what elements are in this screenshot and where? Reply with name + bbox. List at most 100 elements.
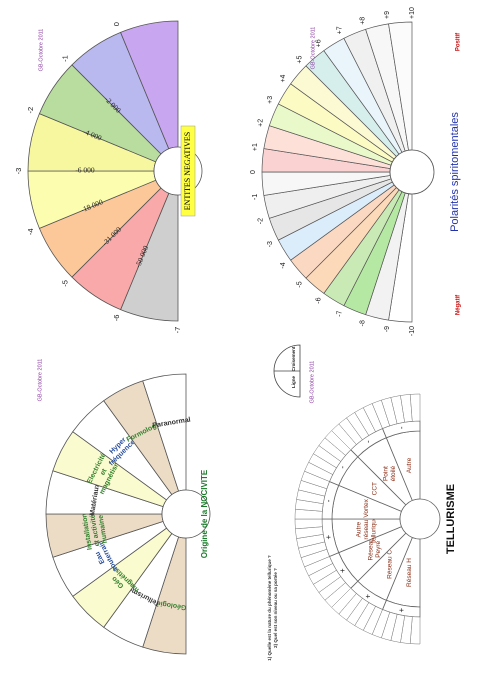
tellurisme-tick-cell: [300, 470, 330, 490]
entites-scale-label: -3: [14, 168, 23, 175]
tellurisme-tick-cell: [381, 611, 398, 641]
entites-credit: GB-Octobre 2011: [38, 29, 44, 72]
polarites-scale-label: -7: [337, 310, 344, 316]
polarites-scale-label: +2: [258, 119, 265, 127]
polarites-scale-label: +1: [252, 143, 259, 151]
polarites-scale-label: +3: [267, 96, 274, 104]
polarites-scale-label: +7: [337, 26, 344, 34]
tellurisme-question-2: 2) Quel est son niveau ou sa portée ?: [273, 568, 278, 648]
polarites-scale-label: 0: [250, 170, 257, 174]
tellurisme-sector: Autre -: [381, 420, 421, 502]
tellurisme-title: TELLURISME: [445, 484, 457, 554]
tellurisme-tick-cell: [362, 403, 383, 433]
tellurisme-sector-label-line: Autre: [406, 457, 413, 473]
panel-tellurisme: Réseau H+Réseau C+Réseau Peyré+Autre résea…: [267, 344, 457, 661]
tellurisme-sector-label-line: CCT: [371, 482, 378, 495]
tellurisme-tick-cell: [304, 461, 334, 482]
polarites-scale-label: -4: [280, 262, 287, 268]
nocivite-sector: Matériaux: [45, 470, 164, 516]
entites-scale-label: -5: [61, 280, 70, 287]
tellurisme-tick-cell: [400, 394, 413, 423]
tellurisme-tick-cell: [300, 548, 330, 568]
tellurisme-tick-cell: [295, 526, 324, 539]
nocivite-sector-label: Géologie: [156, 599, 187, 611]
tellurisme-tick-cell: [338, 417, 363, 445]
tellurisme-hub: [399, 498, 441, 540]
tellurisme-sector-label: Autre: [406, 457, 413, 473]
tellurisme-tick-cell: [294, 518, 323, 530]
panel-polarites: -10-9-8-7-6-5-4-3-2-10+1+2+3+4+5+6+7+8+9…: [250, 7, 462, 336]
tellurisme-sector-label-line: tellurique: [371, 516, 378, 543]
tellurisme-tick-cell: [346, 412, 370, 441]
tellurisme-sector-label: Réseau H: [406, 558, 413, 587]
tellurisme-tick-cell: [390, 395, 405, 425]
polarites-negative-label: Négatif: [456, 294, 462, 315]
polarites-scale-label: -10: [409, 326, 416, 336]
tellurisme-tick-cell: [296, 534, 326, 549]
tellurisme-tick-cell: [400, 615, 413, 644]
tellurisme-sign: +: [338, 568, 347, 573]
tellurisme-sector-label: Réseau Peyré: [368, 538, 383, 561]
tellurisme-tick-cell: [308, 563, 337, 585]
tellurisme-sector: CCT -: [328, 449, 407, 512]
tellurisme-sector: Réseau H +: [381, 536, 421, 618]
inset-label-croisement: Croisement: [291, 346, 296, 371]
polarites-positive-label: Positif: [456, 32, 462, 51]
tellurisme-sign: -: [363, 440, 372, 443]
panel-entites: -7-6-5-4-3-2-10-50 000-31 000-18 000-6 0…: [14, 20, 203, 333]
entites-scale-label: -1: [61, 55, 70, 62]
polarites-scale-label: -8: [360, 320, 367, 326]
tellurisme-tick-cell: [313, 445, 342, 469]
tellurisme-sector-label: CCT: [371, 482, 378, 495]
tellurisme-tick-cell: [298, 480, 328, 497]
entites-title-box: [180, 125, 196, 217]
tellurisme-question-1: 1) Quelle est la nature du phénomène tel…: [267, 555, 272, 661]
tellurisme-tick-cell: [354, 602, 376, 631]
polarites-scale-label: -9: [384, 326, 391, 332]
polarites-scale-label: +4: [280, 74, 287, 82]
polarites-title: Polarités spiritomentales: [449, 112, 461, 232]
nocivite-hub: [161, 489, 211, 539]
tellurisme-sign: +: [324, 534, 333, 539]
tellurisme-sector-label-line: Autre: [356, 521, 363, 537]
polarites-scale-label: +8: [360, 17, 367, 25]
nocivite-sector: Formologie: [103, 380, 180, 496]
tellurisme-sector-label-line: Peyré: [375, 540, 382, 557]
tellurisme-tick-cell: [295, 499, 324, 512]
tellurisme-tick-cell: [296, 489, 326, 504]
tellurisme-sign: -: [324, 499, 333, 502]
nocivite-sector-label-line: et: [99, 467, 108, 476]
inset-label-ligne: Ligne: [291, 376, 296, 388]
tellurisme-sector-label: Vortex: [363, 498, 370, 517]
entites-scale-label: -4: [26, 229, 35, 236]
panel-nocivite: GéologieTellurismeGéomagnétismeEausouter…: [37, 359, 211, 655]
polarites-scale-label: -3: [267, 241, 274, 247]
nocivite-sector-label-line: Géologie: [156, 599, 187, 611]
entites-title: ENTITES NEGATIVES: [183, 132, 192, 210]
tellurisme-sign: +: [397, 608, 406, 613]
polarites-scale-label: -5: [296, 281, 303, 287]
tellurisme-tick-cell: [354, 407, 376, 436]
tellurisme-tick-cell: [313, 569, 342, 593]
tellurisme-tick-cell: [409, 616, 421, 645]
tellurisme-sector: Autre réseau tellurique +: [321, 516, 403, 558]
polarites-scale-label: +6: [315, 39, 322, 47]
tellurisme-tick-cell: [324, 582, 352, 608]
entites-scale-label: -6: [112, 315, 121, 322]
tellurisme-credit: GB-Octobre 2011: [309, 361, 315, 404]
tellurisme-sector-label-line: Réseau: [368, 538, 375, 561]
polarites-scale-label: -2: [258, 218, 265, 224]
tellurisme-sign: -: [338, 466, 347, 469]
tellurisme-sector-label: Autre réseau tellurique: [356, 516, 378, 543]
tellurisme-tick-cell: [331, 587, 357, 615]
tellurisme-tick-cell: [381, 397, 398, 427]
polarites-scale-label: -6: [315, 297, 322, 303]
tellurisme-sector-label-line: Vortex: [363, 498, 370, 517]
tellurisme-sector-label-line: Réseau C: [386, 550, 393, 579]
tellurisme-sector-label-line: Réseau H: [406, 558, 413, 587]
tellurisme-tick-cell: [362, 605, 383, 635]
tellurisme-sector-label-line: étoilé: [390, 465, 397, 481]
